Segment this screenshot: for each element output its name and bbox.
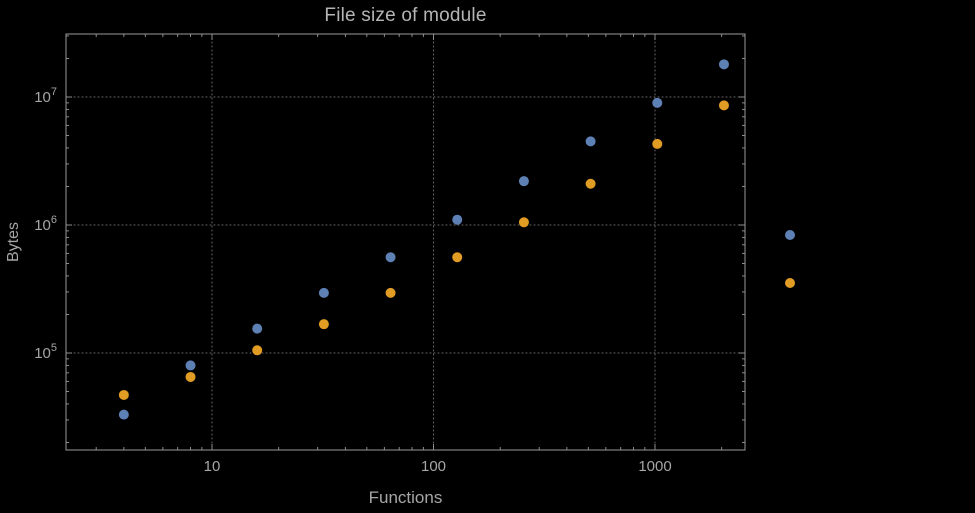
data-point-series-blue [118,409,129,420]
legend-marker [785,230,795,240]
legend-marker [785,278,795,288]
data-point-series-blue [652,97,663,108]
data-point-series-blue [585,136,596,147]
data-point-series-blue [385,252,396,263]
data-point-series-orange [585,178,596,189]
y-axis-label: Bytes [5,221,22,263]
x-tick-label: 10 [204,458,221,475]
x-axis-label: Functions [368,488,443,507]
data-point-series-blue [518,176,529,187]
x-tick-label: 100 [421,458,446,475]
data-point-series-orange [185,371,196,382]
data-point-series-blue [252,323,263,334]
data-point-series-orange [718,100,729,111]
data-point-series-orange [252,345,263,356]
y-tick-label: 105 [34,342,57,362]
plot-frame [65,33,746,451]
data-point-series-blue [718,59,729,70]
y-tick-label: 106 [34,214,57,234]
x-tick-label: 1000 [638,458,671,475]
data-point-series-blue [452,214,463,225]
data-point-series-orange [318,319,329,330]
data-point-series-orange [518,217,529,228]
y-tick-label: 107 [34,86,57,106]
data-point-series-orange [385,287,396,298]
data-point-series-blue [185,360,196,371]
data-point-series-orange [118,389,129,400]
chart-title: File size of module [324,5,487,26]
data-point-series-orange [652,138,663,149]
data-point-series-orange [452,252,463,263]
data-point-series-blue [318,287,329,298]
